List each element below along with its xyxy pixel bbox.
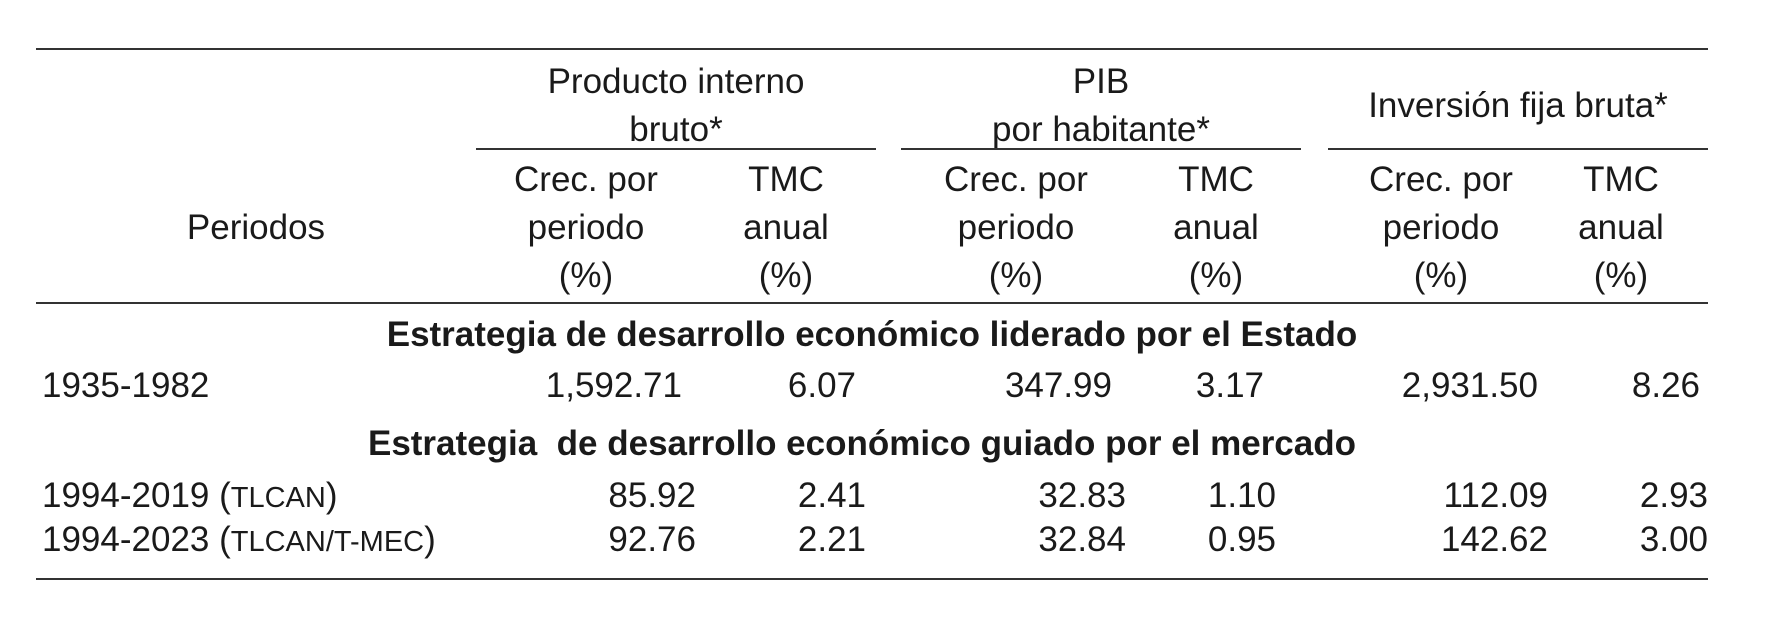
subheader-crec-inversion: Crec. por periodo (%) [1331, 156, 1551, 300]
row-period-main: 1994-2023 ( [42, 520, 231, 559]
subheader-line: (%) [758, 256, 814, 295]
cell-value: 142.62 [1440, 520, 1548, 559]
row-period-main: 1994-2019 ( [42, 476, 231, 515]
cell-value: 32.83 [1038, 476, 1126, 515]
group-underline-pib-per-capita [901, 148, 1301, 150]
subheader-line: Crec. por [1369, 160, 1513, 199]
subheader-line: (%) [988, 256, 1044, 295]
group-header-pib-per-capita: PIB por habitante* [901, 58, 1301, 154]
cell-value: 1,592.71 [545, 366, 682, 405]
group-header-pib: Producto interno bruto* [476, 58, 876, 154]
subheader-line: (%) [1188, 256, 1244, 295]
subheader-line: TMC [748, 160, 824, 199]
row-period-close: ) [424, 520, 436, 559]
group-header-inversion: Inversión fija bruta* [1328, 82, 1708, 130]
group-header-pib-per-capita-line1: PIB [1072, 62, 1130, 101]
cell-value: 2.41 [797, 476, 866, 515]
subheader-line: anual [1173, 208, 1259, 247]
data-table: Producto interno bruto* PIB por habitant… [36, 48, 1708, 600]
cell-value: 2.21 [797, 520, 866, 559]
subheader-line: periodo [1382, 208, 1500, 247]
cell-value: 3.00 [1639, 520, 1708, 559]
bottom-rule [36, 578, 1708, 580]
subheader-line: TMC [1178, 160, 1254, 199]
cell-value: 1.10 [1207, 476, 1276, 515]
group-header-inversion-line1: Inversión fija bruta* [1368, 86, 1668, 125]
row-period-agreement: TLCAN [230, 482, 326, 514]
group-header-pib-line2: bruto* [629, 110, 723, 149]
subheader-line: anual [743, 208, 829, 247]
cell-value: 112.09 [1443, 476, 1548, 515]
section-title-market-led: Estrategia de desarrollo económico guiad… [367, 424, 1357, 463]
cell-value: 32.84 [1038, 520, 1126, 559]
cell-value: 2,931.50 [1401, 366, 1538, 405]
subheader-line: (%) [558, 256, 614, 295]
cell-value: 8.26 [1631, 366, 1700, 405]
subheader-tmc-inversion: TMC anual (%) [1556, 156, 1686, 300]
subheader-tmc-pib: TMC anual (%) [706, 156, 866, 300]
periodos-header: Periodos [186, 208, 326, 247]
group-header-pib-per-capita-line2: por habitante* [992, 110, 1210, 149]
row-period: 1994-2019 (TLCAN) [42, 472, 338, 522]
subheader-line: TMC [1583, 160, 1659, 199]
cell-value: 85.92 [608, 476, 696, 515]
top-rule [36, 48, 1708, 50]
cell-value: 6.07 [787, 366, 856, 405]
row-period-agreement: TLCAN/T-MEC [230, 526, 425, 558]
subheader-line: (%) [1593, 256, 1649, 295]
row-period: 1935-1982 [42, 366, 210, 405]
group-underline-pib [476, 148, 876, 150]
section-title-state-led: Estrategia de desarrollo económico lider… [386, 315, 1358, 354]
row-period-close: ) [325, 476, 338, 515]
cell-value: 92.76 [608, 520, 696, 559]
group-header-pib-line1: Producto interno [547, 62, 805, 101]
subheader-line: Crec. por [944, 160, 1088, 199]
cell-value: 347.99 [1004, 366, 1112, 405]
subheader-line: (%) [1413, 256, 1469, 295]
row-period: 1994-2023 (TLCAN/T-MEC) [42, 516, 436, 566]
cell-value: 0.95 [1207, 520, 1276, 559]
subheader-tmc-pib-per-capita: TMC anual (%) [1136, 156, 1296, 300]
subheader-crec-pib: Crec. por periodo (%) [476, 156, 696, 300]
subheader-line: Crec. por [514, 160, 658, 199]
cell-value: 2.93 [1639, 476, 1708, 515]
group-underline-inversion [1328, 148, 1708, 150]
subheader-line: periodo [957, 208, 1075, 247]
cell-value: 3.17 [1195, 366, 1264, 405]
header-rule [36, 302, 1708, 304]
subheader-line: periodo [527, 208, 645, 247]
subheader-crec-pib-per-capita: Crec. por periodo (%) [906, 156, 1126, 300]
subheader-line: anual [1578, 208, 1664, 247]
